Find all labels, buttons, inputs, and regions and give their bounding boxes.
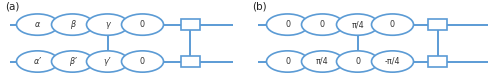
Ellipse shape	[16, 51, 58, 72]
Ellipse shape	[336, 14, 378, 35]
Text: α’: α’	[34, 57, 42, 66]
Bar	[180, 19, 200, 30]
Text: π/4: π/4	[351, 20, 364, 29]
Bar	[428, 56, 447, 67]
Text: β’: β’	[68, 57, 76, 66]
Text: β: β	[70, 20, 75, 29]
Text: γ’: γ’	[104, 57, 111, 66]
Text: (b): (b)	[252, 2, 267, 12]
Ellipse shape	[266, 14, 308, 35]
Ellipse shape	[302, 51, 344, 72]
Text: 0: 0	[285, 20, 290, 29]
Ellipse shape	[86, 14, 128, 35]
Bar	[428, 19, 447, 30]
Text: 0: 0	[285, 57, 290, 66]
Text: (a): (a)	[5, 2, 20, 12]
Text: 0: 0	[140, 20, 145, 29]
Ellipse shape	[86, 51, 128, 72]
Text: 0: 0	[140, 57, 145, 66]
Text: α: α	[35, 20, 40, 29]
Ellipse shape	[16, 14, 58, 35]
Text: 0: 0	[390, 20, 395, 29]
Ellipse shape	[302, 14, 344, 35]
Ellipse shape	[52, 14, 94, 35]
Ellipse shape	[122, 51, 164, 72]
Ellipse shape	[52, 51, 94, 72]
Text: γ: γ	[105, 20, 110, 29]
Ellipse shape	[266, 51, 308, 72]
Text: π/4: π/4	[316, 57, 329, 66]
Text: 0: 0	[320, 20, 325, 29]
Bar	[180, 56, 200, 67]
Ellipse shape	[336, 51, 378, 72]
Text: 0: 0	[355, 57, 360, 66]
Ellipse shape	[122, 14, 164, 35]
Ellipse shape	[372, 14, 414, 35]
Ellipse shape	[372, 51, 414, 72]
Text: -π/4: -π/4	[385, 57, 400, 66]
